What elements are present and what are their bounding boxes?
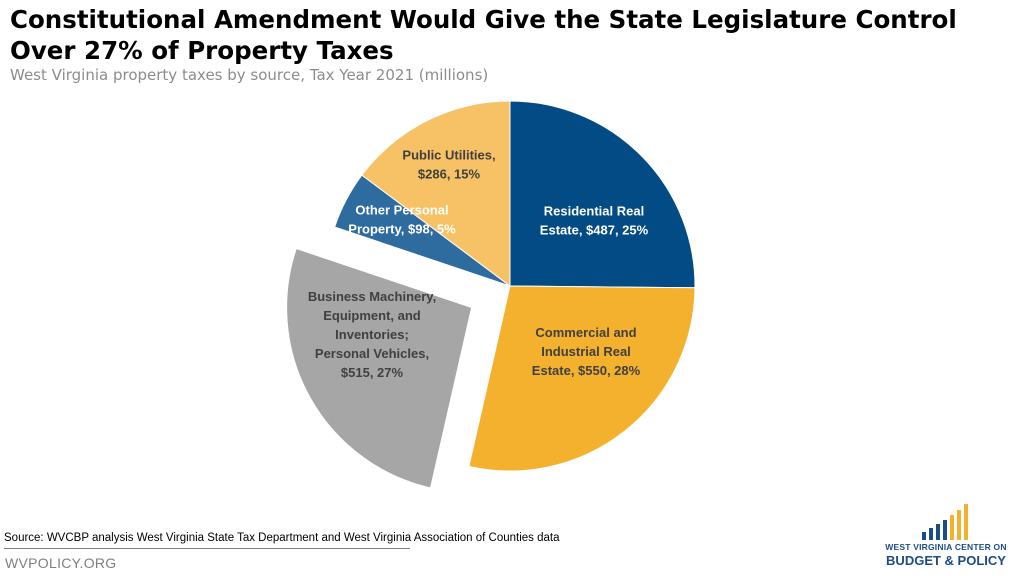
slice-data-label: Residential Real Estate, $487, 25% (540, 204, 649, 238)
logo-bar-icon (964, 504, 968, 540)
pie-slice (468, 285, 696, 472)
slice-data-label: Other Personal Property, $98, 5% (348, 203, 456, 237)
pie-slice (509, 100, 696, 289)
logo-bar-icon (922, 532, 926, 540)
source-note: Source: WVCBP analysis West Virginia Sta… (4, 532, 560, 544)
site-link[interactable]: WVPOLICY.ORG (5, 555, 117, 571)
logo-bar-icon (929, 528, 933, 540)
chart-subtitle: West Virginia property taxes by source, … (10, 66, 489, 84)
slice-data-label: Business Machinery, Equipment, and Invento… (308, 289, 436, 380)
pie-slice (361, 100, 511, 287)
chart-title: Constitutional Amendment Would Give the … (10, 5, 957, 65)
slice-data-label: Public Utilities, $286, 15% (402, 148, 495, 182)
logo-bar-icon (950, 515, 954, 540)
logo-text-line1: WEST VIRGINIA CENTER ON (885, 542, 1007, 552)
pie-slice (286, 247, 473, 489)
logo-bar-icon (943, 520, 947, 540)
logo-bar-icon (957, 510, 961, 540)
source-divider (4, 548, 410, 549)
organization-logo: WEST VIRGINIA CENTER ON BUDGET & POLICY (876, 498, 1016, 572)
logo-bar-icon (936, 524, 940, 540)
logo-text-line2: BUDGET & POLICY (886, 553, 1006, 568)
slice-data-label: Commercial and Industrial Real Estate, $55… (532, 325, 641, 378)
